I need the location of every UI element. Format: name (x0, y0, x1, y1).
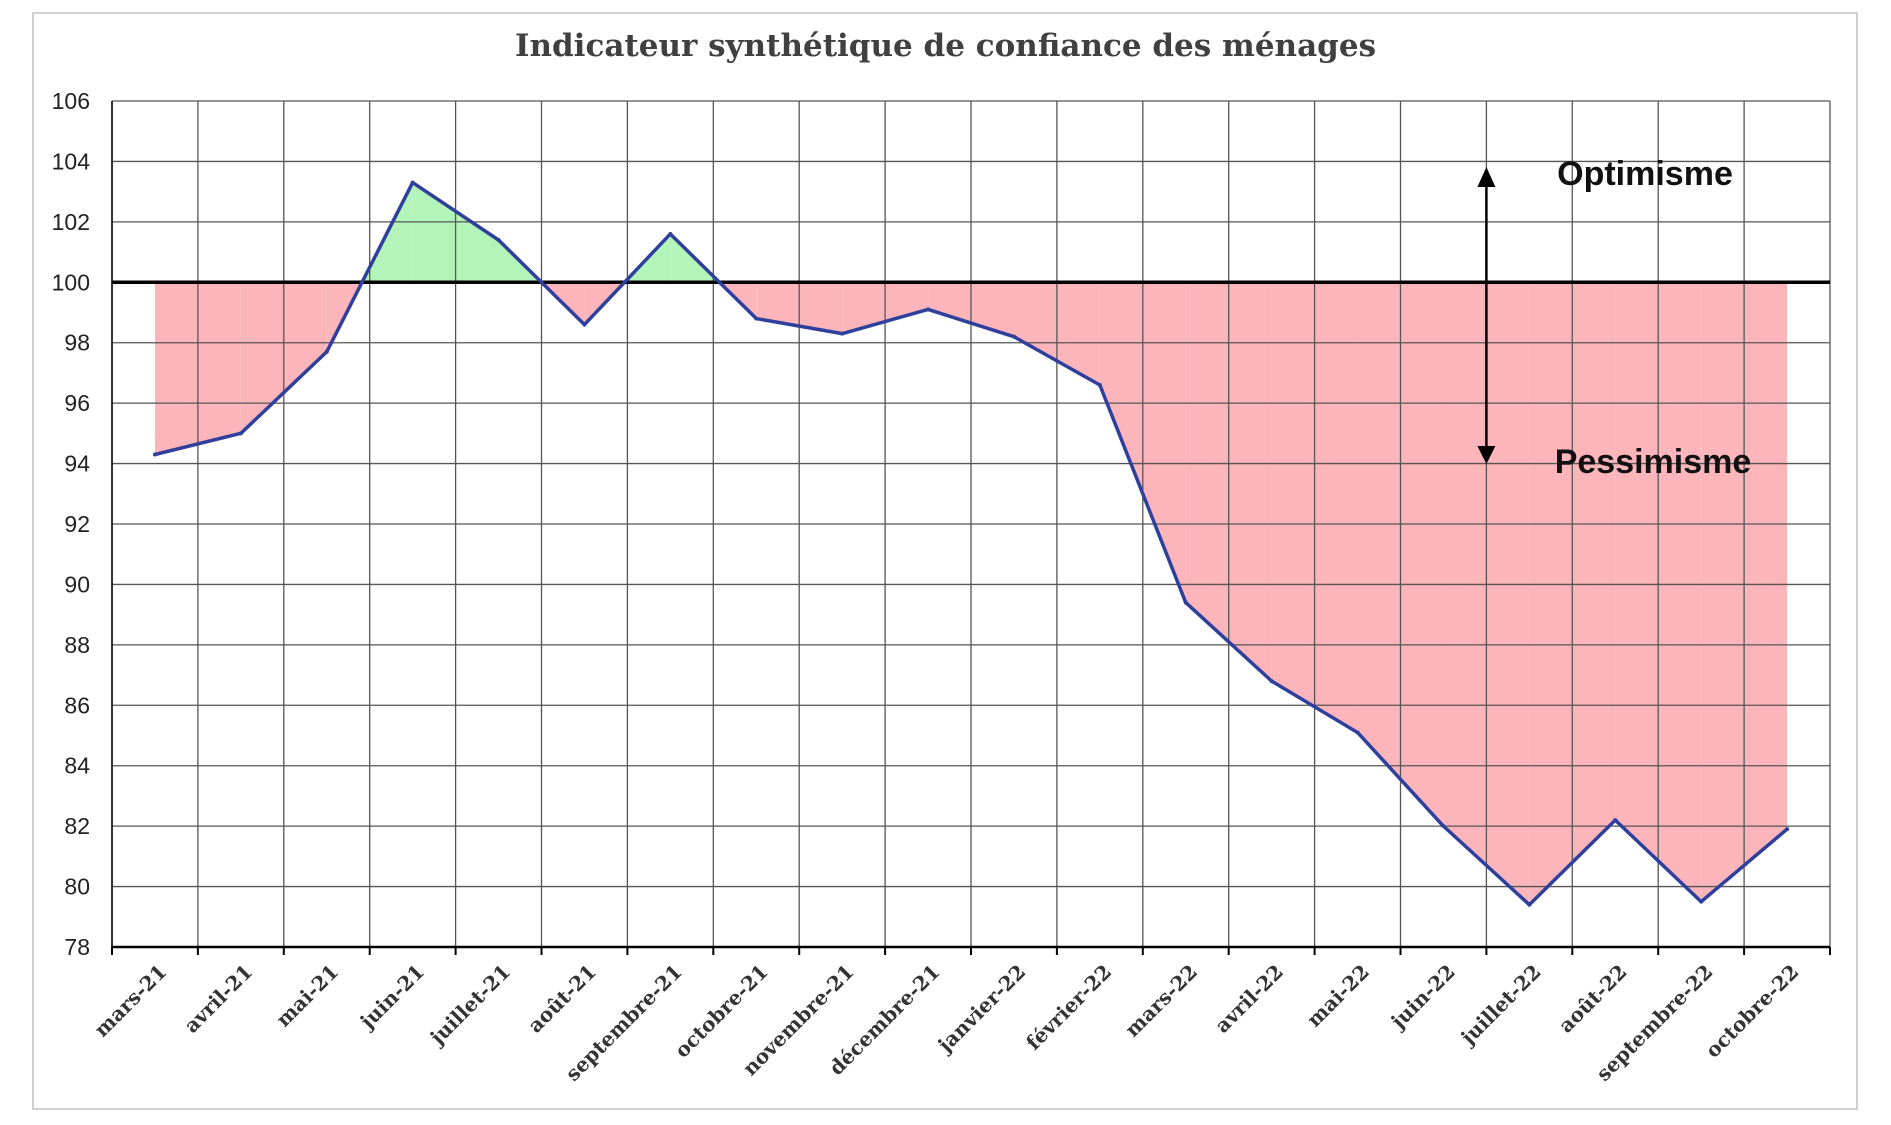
annotation-pessimism: Pessimisme (1555, 443, 1752, 481)
y-tick-label: 104 (52, 148, 91, 174)
chart-title: Indicateur synthétique de confiance des … (514, 28, 1377, 64)
arrow-up-icon (1477, 167, 1496, 187)
x-tick-label: août-21 (523, 960, 601, 1038)
data-point (840, 331, 845, 336)
x-tick-label: juillet-21 (424, 960, 515, 1051)
y-tick-label: 82 (64, 813, 90, 839)
data-point (754, 316, 759, 321)
y-tick-label: 88 (64, 632, 90, 658)
y-tick-label: 90 (64, 571, 90, 597)
y-tick-label: 80 (64, 874, 90, 900)
series-line (154, 180, 1789, 907)
data-point (1441, 824, 1446, 829)
series-layer (152, 180, 1790, 907)
y-tick-label: 94 (64, 451, 90, 477)
x-tick-label: juin-22 (1385, 960, 1460, 1035)
y-tick-label: 106 (52, 88, 90, 114)
x-tick-label: mars-21 (89, 960, 171, 1042)
x-tick-label: février-22 (1021, 960, 1116, 1055)
annotation-optimism: Optimisme (1557, 155, 1733, 193)
y-tick-label: 86 (64, 692, 90, 718)
data-point (1269, 679, 1274, 684)
data-point (1097, 383, 1102, 388)
x-tick-label: août-22 (1554, 960, 1632, 1038)
data-point (324, 349, 329, 354)
y-tick-label: 98 (64, 330, 90, 356)
data-point (152, 452, 157, 457)
y-tick-label: 100 (52, 269, 90, 295)
data-point (1699, 899, 1704, 904)
data-point (1527, 902, 1532, 907)
data-point (238, 431, 243, 436)
annotations: Optimisme Pessimisme (1477, 155, 1751, 481)
x-tick-label: avril-22 (1210, 960, 1288, 1038)
x-tick-label: mars-22 (1120, 960, 1202, 1042)
data-point (496, 237, 501, 242)
data-point (1011, 334, 1016, 339)
data-point (1355, 730, 1360, 735)
x-tick-label: juillet-22 (1455, 960, 1546, 1051)
x-tick-label: janvier-22 (932, 960, 1031, 1059)
y-tick-label: 96 (64, 390, 90, 416)
x-tick-label: juin-21 (354, 960, 429, 1035)
y-tick-label: 92 (64, 511, 90, 537)
data-point (410, 180, 415, 185)
data-point (1785, 827, 1790, 832)
data-point (582, 322, 587, 327)
y-axis-ticks: 78 80 82 84 86 88 90 92 94 96 98 100 102 104 106 (52, 88, 91, 960)
data-point (926, 307, 931, 312)
gridlines (111, 100, 1831, 955)
arrow-down-icon (1477, 446, 1496, 464)
y-tick-label: 102 (52, 209, 90, 235)
x-tick-label: avril-21 (179, 960, 257, 1038)
y-tick-label: 84 (64, 753, 90, 779)
x-tick-label: mai-22 (1302, 960, 1374, 1032)
y-tick-label: 78 (64, 934, 90, 960)
data-point (668, 231, 673, 236)
data-point (1613, 818, 1618, 823)
x-tick-label: mai-21 (271, 960, 343, 1032)
data-point (1183, 600, 1188, 605)
